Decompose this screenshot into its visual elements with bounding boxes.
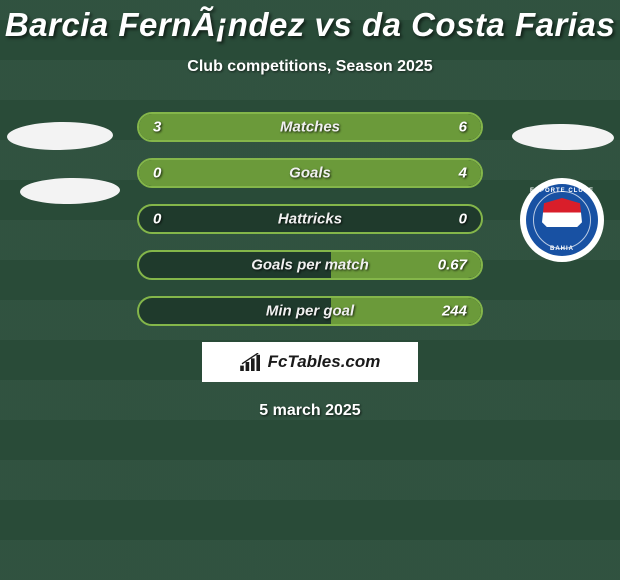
subtitle: Club competitions, Season 2025 — [0, 58, 620, 76]
date: 5 march 2025 — [0, 402, 620, 420]
stat-label: Hattricks — [139, 211, 481, 228]
crest-ring: ESPORTE CLUBE BAHIA — [526, 184, 598, 256]
brand-text: FcTables.com — [268, 352, 381, 372]
value-left: 0 — [153, 211, 161, 228]
crest-ring-text-top: ESPORTE CLUBE — [526, 188, 598, 194]
page-title: Barcia FernÃ¡ndez vs da Costa Farias — [0, 6, 620, 44]
crest-shield-icon — [542, 198, 582, 242]
stat-row-hattricks: 0 Hattricks 0 — [137, 204, 483, 234]
brand-barchart-icon — [240, 353, 262, 371]
club-crest: ESPORTE CLUBE BAHIA — [520, 178, 604, 262]
value-right: 6 — [459, 119, 467, 136]
value-right: 4 — [459, 165, 467, 182]
value-left: 3 — [153, 119, 161, 136]
stat-row-matches: 3 Matches 6 — [137, 112, 483, 142]
h2h-infographic: Barcia FernÃ¡ndez vs da Costa Farias Clu… — [0, 0, 620, 580]
fill-right — [139, 160, 481, 186]
stat-row-min-per-goal: Min per goal 244 — [137, 296, 483, 326]
brand-box: FcTables.com — [202, 342, 418, 382]
value-right: 0.67 — [438, 257, 467, 274]
value-right: 0 — [459, 211, 467, 228]
stat-row-goals: 0 Goals 4 — [137, 158, 483, 188]
stat-row-goals-per-match: Goals per match 0.67 — [137, 250, 483, 280]
crest-ring-text-bottom: BAHIA — [526, 246, 598, 252]
value-left: 0 — [153, 165, 161, 182]
fill-right — [139, 114, 481, 140]
value-right: 244 — [442, 303, 467, 320]
